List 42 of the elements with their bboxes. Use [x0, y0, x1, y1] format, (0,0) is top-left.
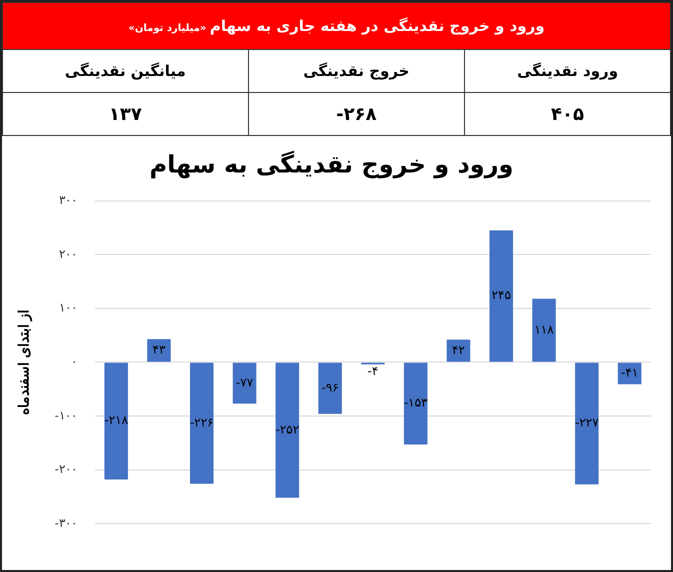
- y-tick-label: -۱۰۰: [54, 408, 77, 422]
- bar: [575, 362, 599, 484]
- bar: [104, 362, 128, 480]
- data-label: ۴۳: [152, 342, 166, 357]
- bar: [276, 362, 300, 498]
- bar: [446, 340, 470, 362]
- data-label: -۲۵۲: [275, 422, 300, 436]
- y-tick-label: -۳۰۰: [54, 516, 77, 530]
- bar: [618, 362, 642, 384]
- data-label: -۲۲۶: [190, 415, 214, 430]
- data-label: ۴۲: [452, 342, 465, 357]
- data-label: ۱۱۸: [534, 322, 554, 336]
- data-label: -۱۵۳: [404, 396, 428, 410]
- text: ۱۳۷: [108, 104, 142, 124]
- y-tick-label: ۱۰۰: [58, 300, 77, 315]
- y-axis-title: از ابتدای اسفندماه: [15, 309, 32, 416]
- text: ورود و خروج نقدینگی در هفته جاری به سهام: [210, 17, 545, 35]
- data-label: ۲۴۵: [492, 288, 511, 302]
- data-label: -۹۶: [321, 380, 339, 394]
- bar: [489, 230, 514, 362]
- y-tick-label: ۳۰۰: [58, 193, 77, 208]
- data-label: -۲۱۸: [104, 413, 129, 428]
- category-label: میانگین نقدینگی: [2, 50, 248, 92]
- category-label: خروج نقدینگی: [248, 50, 465, 92]
- bar: [532, 298, 556, 362]
- category-label: ورود نقدینگی: [464, 50, 670, 92]
- y-tick-label: -۲۰۰: [54, 462, 77, 476]
- bar: [190, 362, 214, 484]
- chart-title: ورود و خروج نقدینگی به سهام: [150, 150, 514, 179]
- data-label: -۲۲۷: [574, 416, 600, 430]
- y-tick-label: ۲۰۰: [58, 246, 77, 261]
- bar: [232, 362, 256, 404]
- text: -۲۶۸: [336, 104, 377, 124]
- y-tick-label: ۰: [70, 354, 77, 369]
- bar: [147, 339, 171, 362]
- bar: [318, 362, 342, 414]
- data-label: -۴۱: [620, 366, 638, 380]
- text: ۴۰۵: [551, 104, 584, 124]
- text: «میلیارد تومان»: [128, 23, 208, 34]
- data-label: -۴: [368, 364, 378, 378]
- bar: [404, 362, 428, 445]
- data-label: -۷۷: [236, 375, 254, 390]
